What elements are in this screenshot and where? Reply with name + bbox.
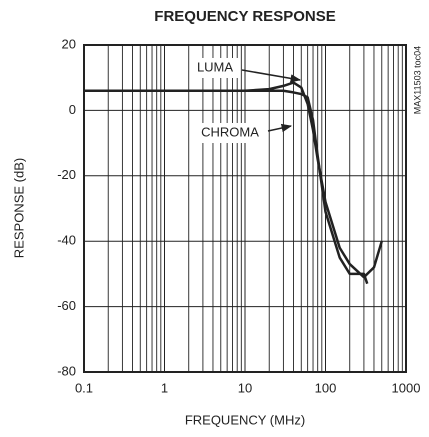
annotation-arrow (241, 69, 302, 83)
annotation-box (194, 123, 266, 143)
y-axis-label: RESPONSE (dB) (11, 158, 26, 258)
x-tick-label: 1000 (392, 380, 421, 395)
y-tick-label: -20 (57, 167, 76, 182)
y-tick-label: -40 (57, 233, 76, 248)
y-tick-label: -80 (57, 363, 76, 378)
y-tick-label: 20 (62, 36, 76, 51)
side-note: MAX11503 toc04 (412, 46, 422, 114)
grid (83, 44, 407, 373)
annotation-arrow (267, 123, 293, 133)
y-tick-label: 0 (69, 102, 76, 117)
x-axis-label: FREQUENCY (MHz) (185, 412, 305, 427)
annotation: CHROMA (201, 124, 259, 139)
plot-frame (83, 44, 407, 373)
annotation: LUMA (197, 59, 233, 74)
chart-title: FREQUENCY RESPONSE (154, 8, 335, 25)
x-tick-label: 10 (238, 380, 252, 395)
y-tick-label: -60 (57, 298, 76, 313)
x-tick-label: 1 (161, 380, 168, 395)
x-tick-label: 100 (315, 380, 337, 395)
x-tick-label: 0.1 (75, 380, 93, 395)
annotation-box (190, 58, 240, 78)
lines (84, 81, 383, 285)
series-line (84, 89, 369, 285)
